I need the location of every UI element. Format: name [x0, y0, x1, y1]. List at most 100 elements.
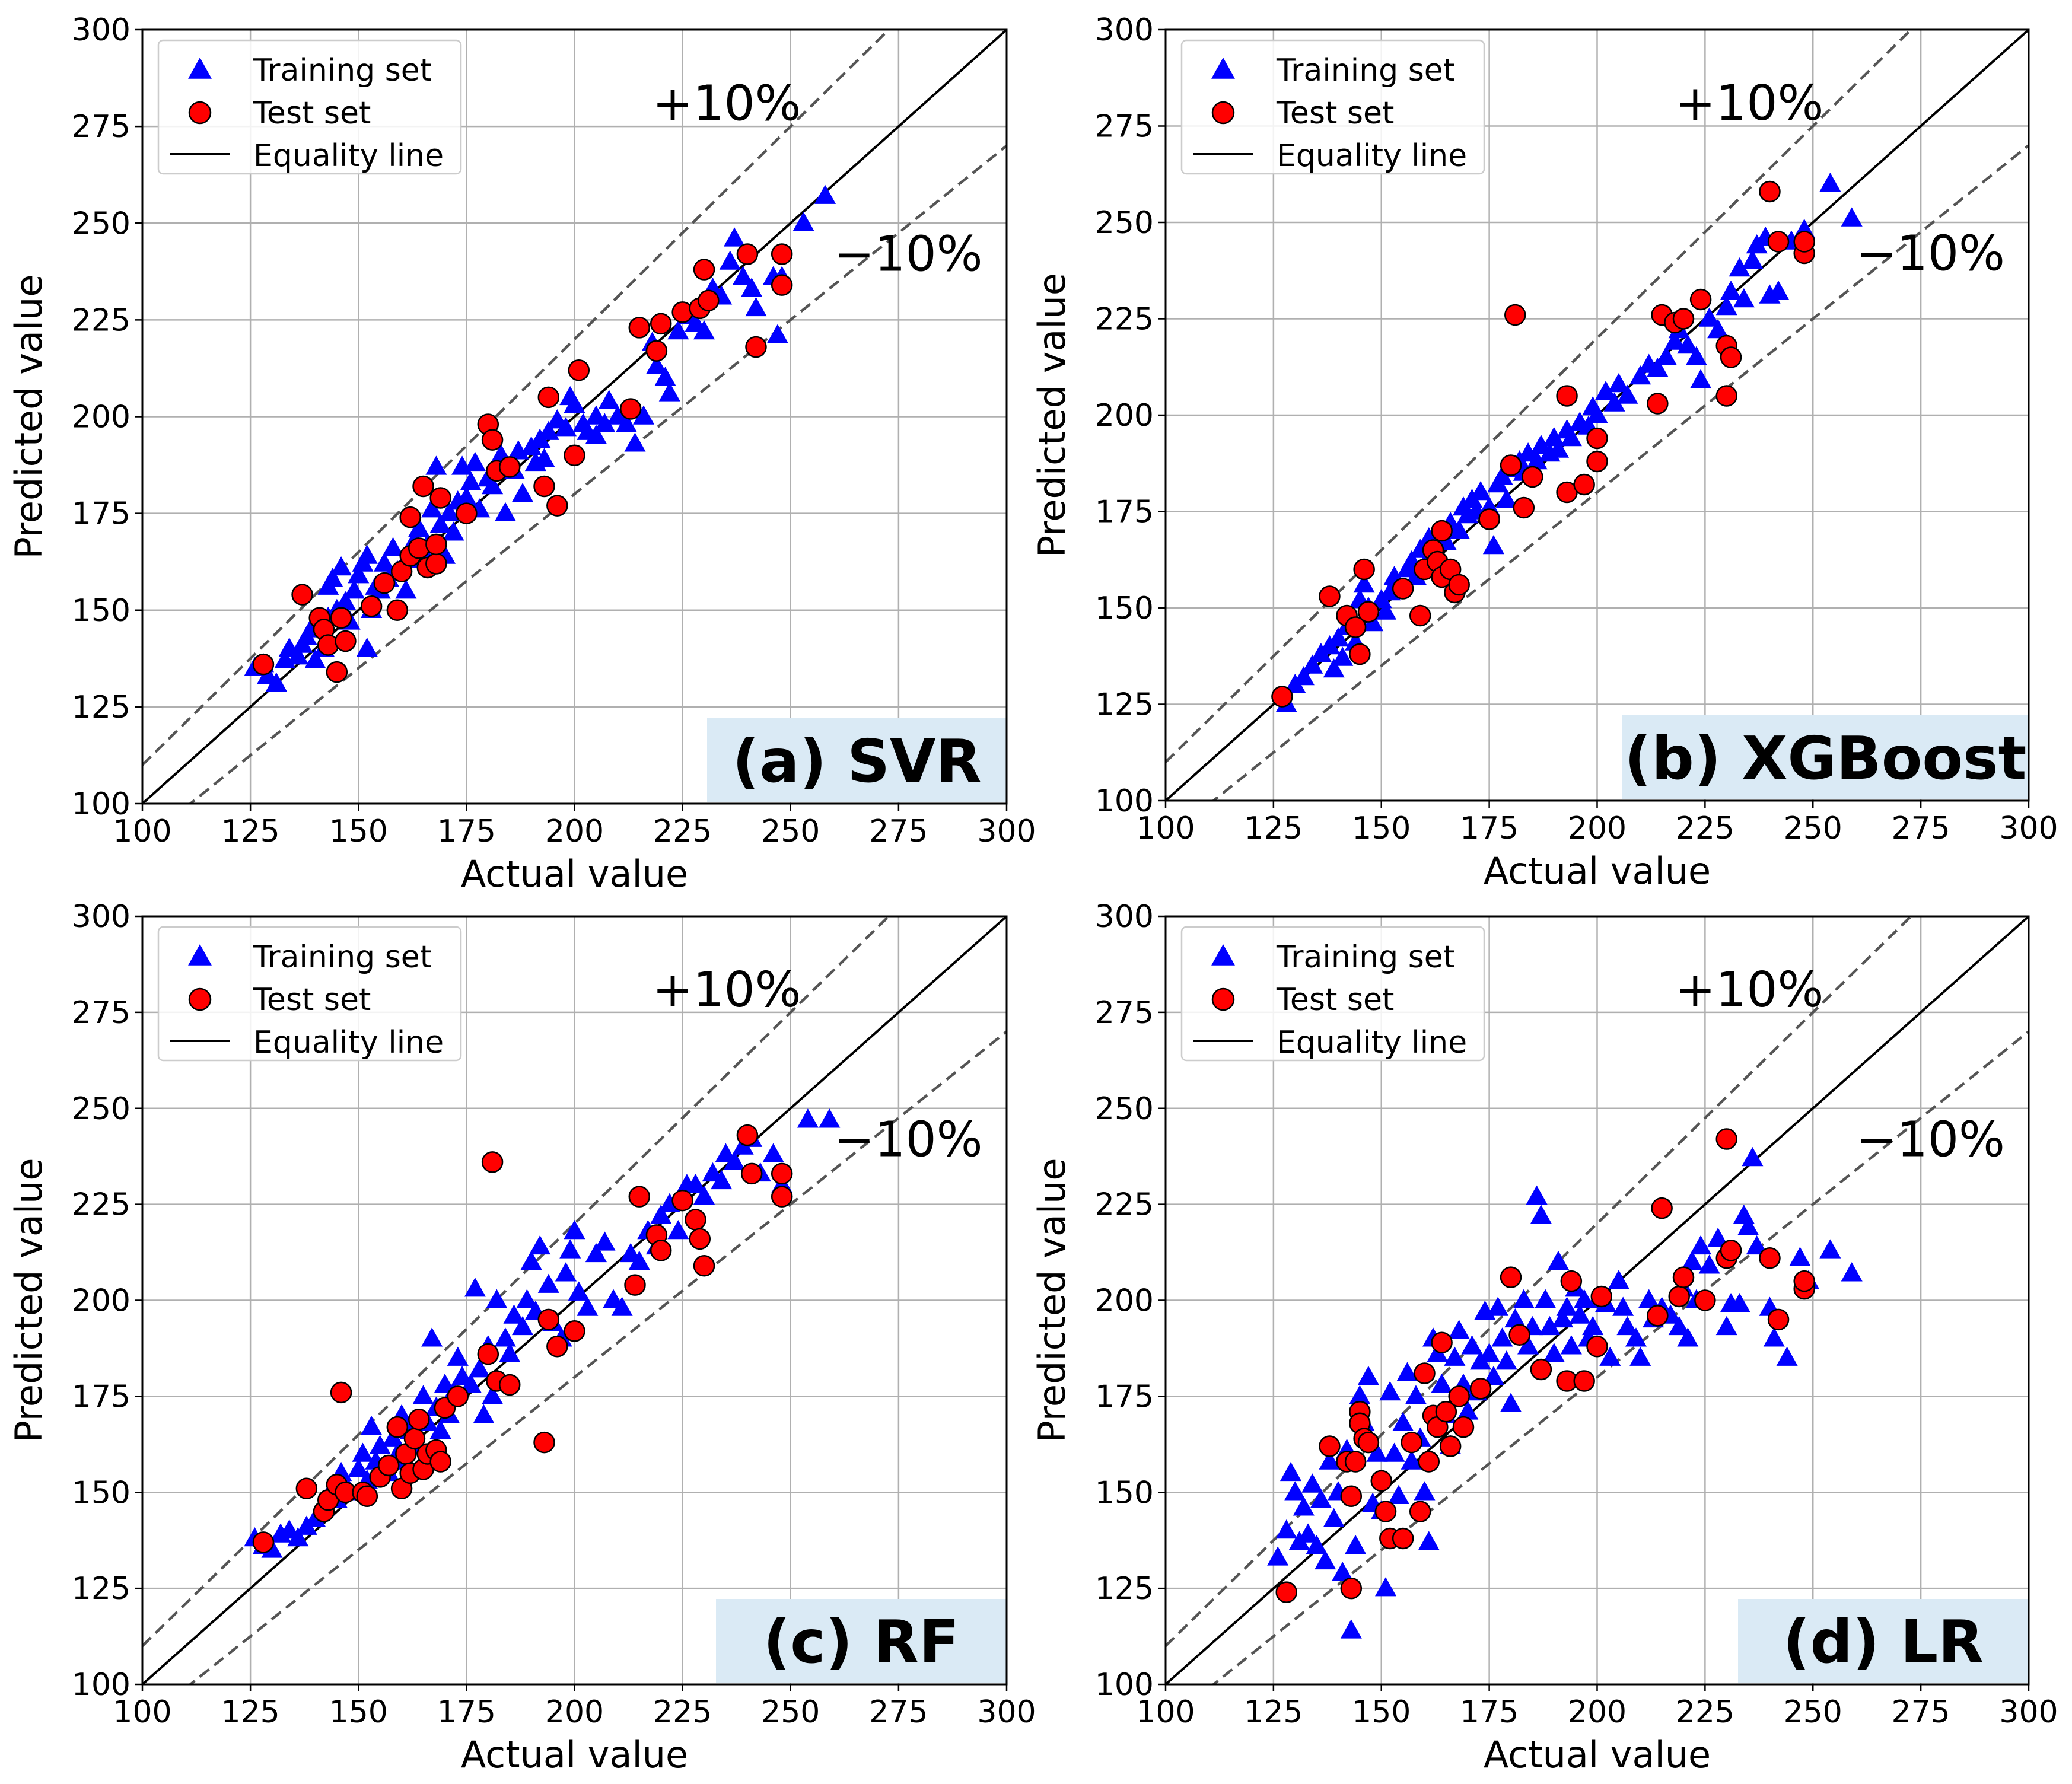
training-point: [1616, 384, 1638, 404]
training-point: [537, 420, 559, 440]
legend-test-marker: [188, 987, 212, 1011]
test-point: [1513, 496, 1535, 519]
training-point: [356, 638, 378, 657]
test-point: [771, 243, 793, 265]
test-point: [326, 661, 348, 683]
training-point: [1746, 1235, 1768, 1255]
training-point: [486, 1289, 508, 1308]
training-point: [429, 1419, 451, 1439]
x-axis-title: Actual value: [1484, 849, 1711, 893]
training-point: [1664, 330, 1686, 350]
training-point: [352, 1442, 374, 1462]
test-point: [386, 599, 409, 621]
training-point: [1457, 1400, 1479, 1420]
training-point: [469, 1358, 491, 1378]
y-tick-label: 225: [72, 302, 131, 338]
training-point: [594, 413, 616, 432]
training-point: [1495, 489, 1517, 508]
test-point: [295, 1477, 318, 1500]
legend-test-label: Test set: [253, 95, 371, 131]
training-point: [624, 432, 646, 452]
training-point: [348, 1458, 370, 1477]
test-point: [1340, 1485, 1363, 1507]
y-tick-label: 100: [72, 786, 131, 822]
lower-band-label: −10%: [834, 227, 983, 283]
training-point: [529, 1235, 551, 1255]
upper-band-label: +10%: [1675, 962, 1823, 1018]
training-point: [667, 1219, 689, 1240]
training-point: [1526, 1185, 1548, 1205]
x-tick-label: 225: [1676, 1694, 1734, 1730]
training-point: [1629, 365, 1651, 385]
test-point: [429, 1451, 451, 1473]
training-point: [1315, 1550, 1336, 1570]
training-point: [762, 1143, 784, 1162]
x-axis-title: Actual value: [461, 852, 688, 896]
legend-equality-label: Equality line: [1277, 138, 1467, 174]
training-point: [1539, 1315, 1561, 1336]
legend-box: [1180, 926, 1485, 1062]
y-tick-label: 125: [1095, 1571, 1154, 1607]
training-point: [1547, 1250, 1570, 1270]
legend-training-marker: [1211, 944, 1235, 966]
test-point: [456, 502, 478, 524]
training-point: [1552, 1308, 1574, 1328]
x-tick-label: 250: [761, 1694, 820, 1730]
x-tick-label: 200: [1568, 1694, 1627, 1730]
test-point: [689, 1228, 711, 1250]
training-point: [1323, 658, 1345, 678]
x-axis-title: Actual value: [1484, 1733, 1711, 1776]
test-point: [1370, 1470, 1392, 1492]
test-point: [1435, 1401, 1457, 1423]
legend-training-label: Training set: [253, 53, 432, 88]
training-point: [1349, 1385, 1371, 1404]
training-point: [1819, 1239, 1841, 1259]
test-point: [628, 1186, 651, 1208]
training-point: [1707, 1227, 1729, 1247]
training-point: [1526, 450, 1548, 470]
training-point: [503, 1304, 525, 1324]
model-label-box: [1622, 715, 2029, 799]
training-point: [711, 1170, 733, 1190]
training-point: [792, 212, 814, 231]
training-point: [1768, 281, 1790, 300]
test-point: [1275, 1581, 1297, 1603]
y-tick-label: 125: [1095, 687, 1154, 723]
training-point: [585, 425, 607, 444]
x-tick-label: 275: [1891, 1694, 1950, 1730]
test-point: [564, 1320, 585, 1342]
training-point: [1720, 281, 1742, 300]
test-point: [693, 1254, 715, 1277]
training-point: [287, 1527, 309, 1547]
test-point: [1586, 1335, 1608, 1358]
test-point: [1759, 1247, 1781, 1269]
test-point: [1418, 1451, 1440, 1473]
lower-10pct-line: [1211, 1030, 2029, 1684]
legend-test-label: Test set: [253, 982, 371, 1018]
equality-line: [142, 30, 1007, 804]
y-tick-label: 275: [72, 995, 131, 1031]
x-tick-label: 125: [221, 814, 279, 849]
x-tick-label: 100: [113, 1694, 171, 1730]
test-point: [425, 533, 447, 556]
training-point: [348, 564, 370, 584]
data-points: [244, 184, 836, 692]
y-tick-label: 275: [1095, 995, 1154, 1031]
y-tick-label: 175: [1095, 495, 1154, 530]
training-point: [499, 1343, 521, 1362]
y-tick-label: 200: [72, 1283, 131, 1319]
x-tick-label: 175: [1460, 811, 1519, 846]
y-tick-label: 275: [1095, 109, 1154, 145]
test-point: [1409, 604, 1431, 627]
legend-training-label: Training set: [253, 939, 432, 975]
test-point: [425, 553, 447, 575]
test-point: [564, 444, 585, 466]
training-point: [1495, 1350, 1517, 1370]
test-point: [1715, 1128, 1737, 1150]
y-tick-label: 200: [72, 400, 131, 435]
panel-d: 100 125 150 175 200 225 250 275 300 100 125 150 175 2…: [1030, 899, 2058, 1776]
training-point: [1387, 1484, 1409, 1505]
training-point: [356, 544, 378, 564]
training-point: [1405, 1385, 1427, 1404]
test-point: [1500, 454, 1522, 476]
